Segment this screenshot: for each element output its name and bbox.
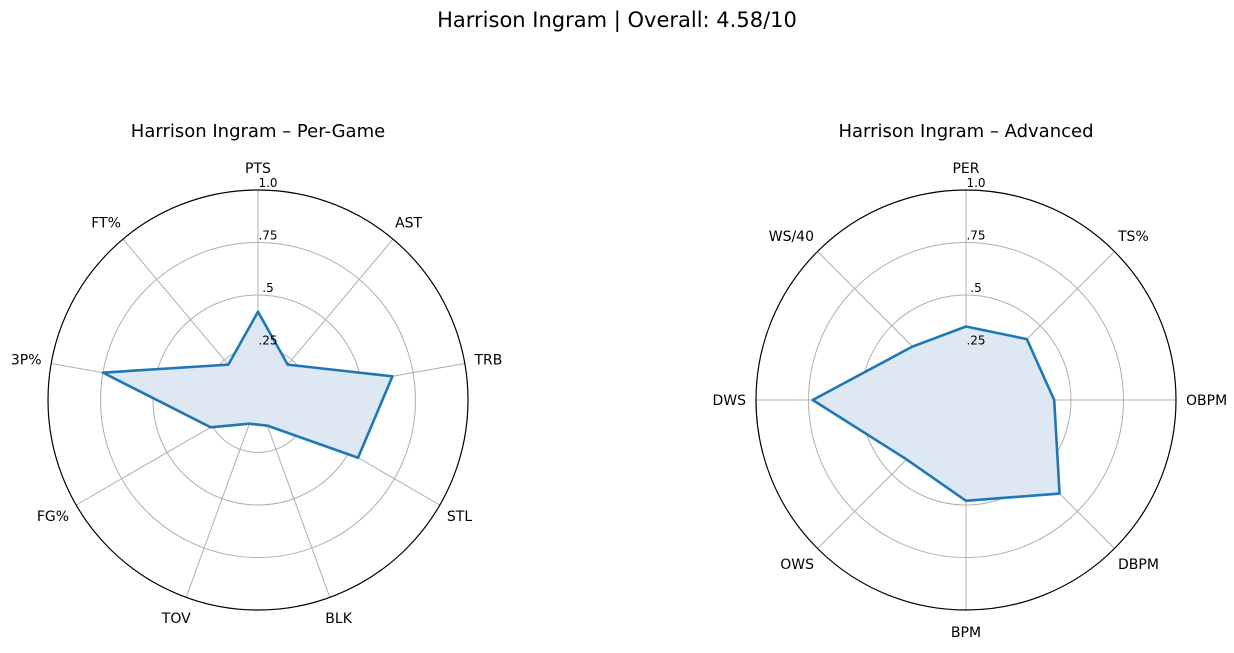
radial-tick-label: 1.0 (966, 176, 985, 190)
axis-label-tov: TOV (161, 611, 191, 627)
radar-panel-per-game: Harrison Ingram – Per-Game .25 .5 .75 1.0PT… (11, 121, 503, 627)
axis-label-ast: AST (395, 215, 422, 231)
axis-label-stl: STL (447, 509, 472, 525)
axis-label-per: PER (952, 161, 979, 177)
panel-title-per-game: Harrison Ingram – Per-Game (131, 121, 385, 142)
axis-label-pts: PTS (245, 161, 271, 177)
axis-label-blk: BLK (325, 611, 352, 627)
axis-label-3p-pct: 3P% (11, 353, 42, 369)
axis-label-bpm: BPM (951, 625, 981, 641)
axis-label-ft-pct: FT% (91, 215, 121, 231)
panel-title-advanced: Harrison Ingram – Advanced (838, 121, 1093, 142)
grid-ring-3 (808, 242, 1124, 558)
radial-tick-label: .5 (970, 281, 981, 295)
axis-label-fg-pct: FG% (37, 509, 69, 525)
radial-tick-label: .75 (258, 229, 277, 243)
radar-panel-advanced: Harrison Ingram – Advanced .25 .5 .75 1.0PE… (712, 121, 1227, 641)
series-line (811, 325, 1061, 503)
axis-label-dbpm: DBPM (1118, 557, 1159, 573)
axis-label-obpm: OBPM (1186, 393, 1227, 409)
axis-label-ows: OWS (780, 557, 814, 573)
axis-label-ts-pct: TS% (1117, 229, 1149, 245)
radial-tick-label: .25 (258, 334, 277, 348)
axis-label-trb: TRB (474, 353, 503, 369)
series-area (812, 326, 1060, 501)
series-line (101, 310, 394, 460)
series-area (102, 311, 393, 458)
axis-label-ws-40: WS/40 (769, 229, 814, 245)
radial-tick-label: .75 (966, 229, 985, 243)
outer-frame (47, 189, 469, 611)
figure-title: Harrison Ingram | Overall: 4.58/10 (437, 8, 797, 32)
outer-frame (755, 189, 1177, 611)
radial-tick-label: 1.0 (258, 176, 277, 190)
grid-ring-3 (100, 242, 416, 558)
radial-tick-label: .5 (262, 281, 273, 295)
radial-tick-label: .25 (966, 334, 985, 348)
axis-label-dws: DWS (712, 393, 746, 409)
